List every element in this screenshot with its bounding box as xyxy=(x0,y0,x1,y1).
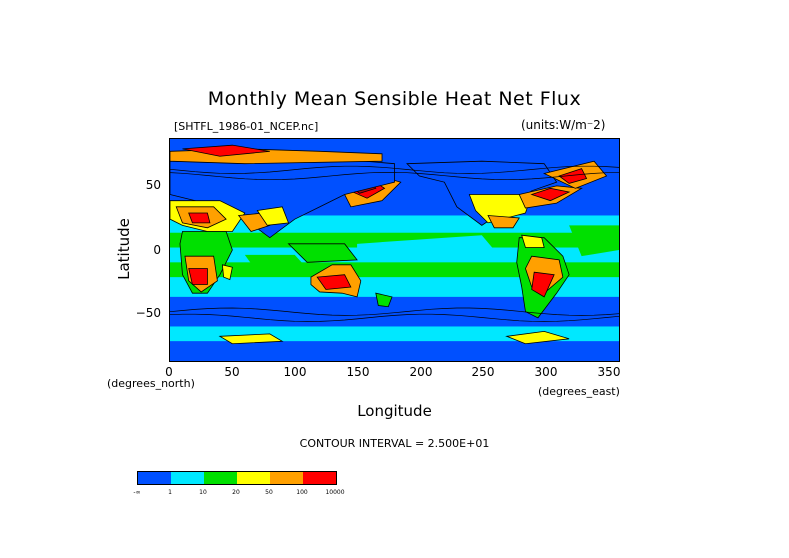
x-tick-150: 150 xyxy=(346,365,370,379)
mexico-warm xyxy=(487,215,520,229)
contour-line-3 xyxy=(170,171,619,181)
atlantic-green-patch xyxy=(569,225,619,257)
colorbar-swatch-4 xyxy=(237,472,270,484)
y-tick-50: 50 xyxy=(145,178,161,192)
maritime-continent-green xyxy=(287,243,358,263)
y-axis-label: Latitude xyxy=(115,218,133,280)
colorbar-swatch-2 xyxy=(171,472,204,484)
colorbar xyxy=(137,471,337,485)
colorbar-label-4: 20 xyxy=(232,489,240,496)
indian-ocean-green xyxy=(244,254,308,273)
pampas-red xyxy=(531,271,555,298)
x-tick-250: 250 xyxy=(471,365,495,379)
new-zealand-green xyxy=(375,292,393,308)
chart-title: Monthly Mean Sensible Heat Net Flux xyxy=(207,88,582,110)
sahara-red xyxy=(188,212,211,224)
colorbar-label-5: 50 xyxy=(265,489,273,496)
arctic-red xyxy=(182,144,270,157)
colorbar-label-1: -∞ xyxy=(133,489,141,496)
pacific-cyan-patch xyxy=(357,235,495,258)
x-tick-0: 0 xyxy=(165,365,173,379)
gulf-stream-red xyxy=(530,187,571,202)
y-tick-0: 0 xyxy=(153,243,161,257)
contour-line-2 xyxy=(170,313,619,322)
antarctic-margin-cyan xyxy=(170,326,619,342)
map-layers xyxy=(170,139,619,361)
colorbar-label-3: 10 xyxy=(199,489,207,496)
x-tick-50: 50 xyxy=(224,365,240,379)
contour-interval-label: CONTOUR INTERVAL = 2.500E+01 xyxy=(299,437,490,450)
contour-line-1 xyxy=(170,307,619,316)
colorbar-swatch-6 xyxy=(303,472,336,484)
kalahari-red xyxy=(188,268,208,285)
india-yellow xyxy=(256,206,290,226)
x-axis-units: (degrees_east) xyxy=(538,385,620,398)
units-label: (units:W/m⁻2) xyxy=(521,118,606,132)
madagascar-yellow xyxy=(221,264,233,281)
antarctica-band xyxy=(170,341,619,361)
colorbar-label-7: 10000 xyxy=(325,489,345,496)
x-tick-200: 200 xyxy=(409,365,433,379)
antarctica-yellow-patch xyxy=(218,333,284,345)
australia-red xyxy=(316,274,352,290)
itcz-green-band-north xyxy=(170,232,619,248)
north-south-america-yellow xyxy=(521,234,545,248)
map-panel xyxy=(169,138,620,362)
x-tick-350: 350 xyxy=(597,365,621,379)
y-axis-units: (degrees_north) xyxy=(107,377,195,390)
colorbar-swatch-1 xyxy=(138,472,171,484)
x-tick-300: 300 xyxy=(534,365,558,379)
antarctica-yellow-patch-2 xyxy=(505,330,570,345)
y-tick-neg50: −50 xyxy=(135,306,161,320)
colorbar-swatch-3 xyxy=(204,472,237,484)
heat-flux-map xyxy=(170,139,619,361)
x-axis-label: Longitude xyxy=(357,402,432,420)
colorbar-swatch-5 xyxy=(270,472,303,484)
x-tick-100: 100 xyxy=(283,365,307,379)
colorbar-label-2: 1 xyxy=(168,489,172,496)
labrador-red xyxy=(558,168,588,184)
contour-line-4 xyxy=(170,165,619,174)
source-file-label: [SHTFL_1986-01_NCEP.nc] xyxy=(174,120,319,133)
colorbar-label-6: 100 xyxy=(296,489,308,496)
